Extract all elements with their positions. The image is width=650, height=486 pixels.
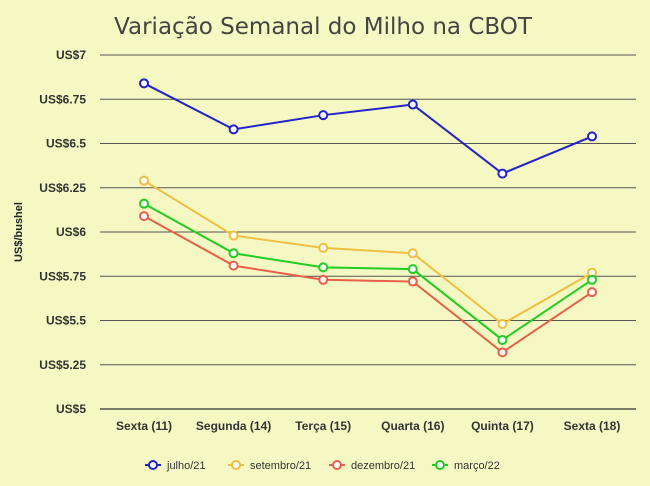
- y-tick-labels: US$5 US$5.25 US$5.5 US$5.75 US$6 US$6.25 US$6.…: [39, 48, 86, 416]
- data-point: [587, 131, 597, 142]
- data-point: [228, 248, 239, 259]
- series-layer: [139, 78, 597, 358]
- legend-swatch-marker: [435, 460, 445, 470]
- y-tick-label: US$5.5: [46, 314, 86, 328]
- legend-label: dezembro/21: [351, 460, 415, 472]
- data-point: [407, 276, 418, 287]
- legend-swatch-marker: [148, 460, 158, 470]
- x-tick-label: Segunda (14): [196, 419, 271, 433]
- series-2: [139, 175, 597, 330]
- y-tick-label: US$6.25: [39, 181, 86, 195]
- data-point: [228, 124, 239, 135]
- legend-item[interactable]: setembro/21: [228, 460, 311, 472]
- data-point: [228, 260, 239, 271]
- x-tick-label: Sexta (11): [116, 419, 172, 433]
- data-point: [318, 274, 329, 285]
- legend-label: julho/21: [166, 460, 206, 472]
- data-point: [497, 334, 508, 345]
- legend-label: setembro/21: [250, 460, 311, 472]
- legend: julho/21 setembro/21 dezembro/21 março/22: [145, 460, 500, 472]
- data-point: [318, 262, 329, 273]
- series-3: [139, 211, 597, 358]
- legend-item[interactable]: março/22: [432, 460, 500, 472]
- data-point: [497, 319, 508, 330]
- y-tick-label: US$5: [56, 402, 86, 416]
- series-line: [143, 179, 593, 326]
- legend-item[interactable]: dezembro/21: [329, 460, 415, 472]
- series-line: [143, 202, 593, 342]
- y-tick-label: US$6.5: [46, 137, 86, 151]
- data-point: [318, 242, 329, 253]
- data-point: [139, 198, 149, 209]
- y-tick-label: US$6: [56, 225, 86, 239]
- data-point: [228, 230, 239, 241]
- data-point: [407, 99, 418, 110]
- data-point: [497, 347, 508, 358]
- y-axis-label: US$/bushel: [13, 202, 25, 262]
- grid-layer: [100, 54, 636, 410]
- x-tick-label: Quarta (16): [381, 419, 444, 433]
- y-tick-label: US$5.75: [39, 269, 86, 283]
- x-tick-label: Sexta (18): [564, 419, 621, 433]
- series-line: [143, 215, 593, 354]
- legend-swatch-marker: [231, 460, 241, 470]
- data-point: [318, 110, 329, 121]
- legend-swatch-marker: [332, 460, 342, 470]
- chart-title: Variação Semanal do Milho na CBOT: [114, 14, 533, 40]
- data-point: [587, 274, 597, 285]
- series-line: [143, 82, 593, 175]
- series-4: [139, 198, 597, 345]
- y-tick-label: US$5.25: [39, 358, 86, 372]
- data-point: [587, 287, 597, 298]
- data-point: [139, 175, 149, 186]
- data-point: [407, 248, 418, 259]
- data-point: [139, 78, 149, 89]
- x-tick-labels: Sexta (11) Segunda (14) Terça (15) Quarta (…: [116, 419, 620, 433]
- data-point: [407, 264, 418, 275]
- y-tick-label: US$7: [56, 48, 86, 62]
- legend-label: março/22: [454, 460, 500, 472]
- series-1: [139, 78, 597, 179]
- x-tick-label: Quinta (17): [471, 419, 534, 433]
- x-tick-label: Terça (15): [295, 419, 351, 433]
- data-point: [497, 168, 508, 179]
- y-tick-label: US$6.75: [39, 92, 86, 106]
- data-point: [139, 211, 149, 222]
- legend-item[interactable]: julho/21: [145, 460, 206, 472]
